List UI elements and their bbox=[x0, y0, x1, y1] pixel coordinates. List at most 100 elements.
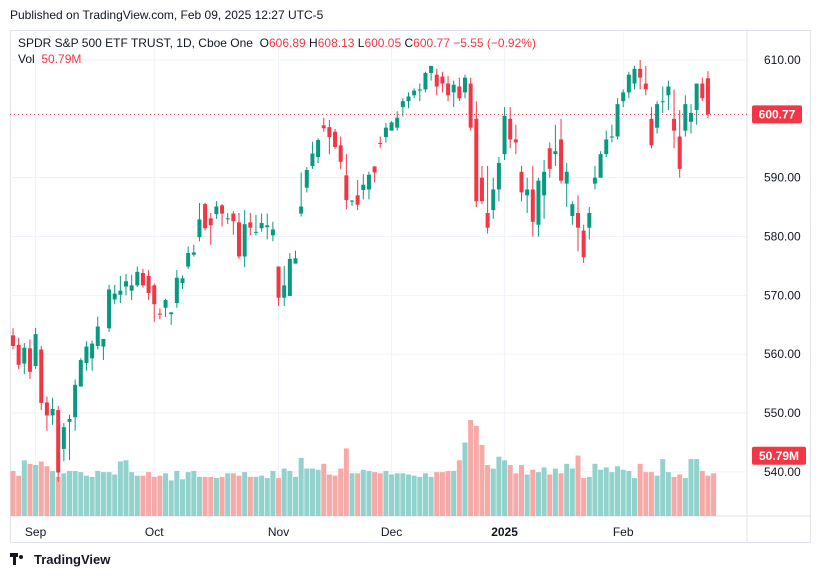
candle-body bbox=[587, 212, 592, 228]
volume-bar bbox=[67, 470, 72, 516]
volume-bar bbox=[129, 472, 135, 516]
candle-body bbox=[429, 65, 434, 73]
volume-bar bbox=[558, 473, 564, 516]
candle-body bbox=[649, 118, 654, 146]
candle-body bbox=[463, 77, 467, 93]
volume-bar bbox=[468, 419, 474, 516]
volume-bar bbox=[309, 468, 315, 516]
candle-body bbox=[44, 402, 49, 416]
legend-change: −5.55 (−0.92%) bbox=[453, 36, 536, 50]
candle-body bbox=[112, 293, 117, 300]
last-price-badge-text: 600.77 bbox=[759, 107, 796, 121]
candle-body bbox=[350, 200, 354, 202]
candle bbox=[474, 101, 479, 208]
candle-body bbox=[683, 104, 688, 131]
volume-bar bbox=[230, 473, 236, 516]
candle bbox=[231, 211, 236, 235]
volume-bar bbox=[456, 460, 462, 516]
candle-body bbox=[615, 104, 620, 137]
candle-body bbox=[61, 427, 66, 449]
volume-bar bbox=[394, 473, 400, 516]
volume-bar bbox=[146, 472, 152, 516]
volume-bar bbox=[33, 465, 39, 516]
candle bbox=[417, 83, 422, 102]
candle-body bbox=[479, 177, 484, 202]
candle-body bbox=[440, 76, 445, 84]
candle bbox=[225, 212, 230, 225]
volume-bar bbox=[485, 465, 491, 516]
candle-body bbox=[491, 189, 496, 211]
volume-bar bbox=[434, 472, 440, 516]
volume-bar bbox=[473, 425, 479, 516]
volume-bar bbox=[276, 478, 282, 516]
volume-bar bbox=[654, 475, 660, 516]
volume-bar bbox=[496, 456, 502, 516]
volume-bar bbox=[55, 476, 61, 516]
volume-bar bbox=[304, 468, 310, 516]
candle-body bbox=[214, 206, 219, 215]
volume-bar bbox=[507, 465, 513, 516]
time-axis[interactable]: Sep Oct Nov Dec 2025 Feb bbox=[25, 525, 634, 539]
candle-body bbox=[208, 218, 213, 226]
candle bbox=[683, 95, 688, 137]
volume-bar bbox=[389, 474, 395, 516]
candle-body bbox=[468, 83, 473, 128]
last-price-badge: 600.77 bbox=[752, 105, 802, 124]
candle-body bbox=[609, 136, 614, 138]
volume-bar bbox=[445, 470, 451, 516]
volume-bar bbox=[513, 473, 519, 516]
candle-body bbox=[530, 189, 535, 222]
candle bbox=[157, 308, 162, 320]
candle-body bbox=[417, 89, 422, 91]
volume-bar bbox=[185, 472, 191, 516]
candle bbox=[259, 213, 264, 232]
candle bbox=[366, 171, 371, 200]
volume-bar bbox=[247, 476, 253, 516]
volume-bar bbox=[439, 472, 445, 516]
candle-body bbox=[406, 96, 411, 102]
candle bbox=[299, 172, 304, 217]
candle-body bbox=[338, 145, 343, 162]
candle bbox=[570, 201, 575, 225]
volume-bar bbox=[462, 442, 468, 516]
volume-bar bbox=[225, 473, 231, 516]
volume-bar bbox=[50, 470, 56, 516]
volume-bar bbox=[575, 455, 581, 516]
candle-body bbox=[570, 204, 575, 216]
volume-bar bbox=[609, 472, 615, 516]
candle-body bbox=[191, 252, 196, 255]
volume-bar bbox=[38, 461, 44, 516]
candle bbox=[700, 77, 705, 102]
candle bbox=[282, 265, 287, 306]
candle bbox=[378, 136, 383, 148]
volume-bar bbox=[287, 470, 293, 516]
candle-body bbox=[22, 347, 27, 364]
candle-body bbox=[16, 344, 21, 365]
volume-bar bbox=[196, 476, 202, 516]
candle-body bbox=[333, 131, 338, 148]
candle bbox=[50, 397, 55, 425]
volume-bar bbox=[422, 473, 428, 516]
footer-brand[interactable]: TradingView bbox=[10, 552, 110, 567]
volume-bar bbox=[219, 476, 225, 516]
volume-bar bbox=[72, 470, 78, 516]
candle bbox=[174, 270, 179, 308]
candle-body bbox=[33, 334, 38, 366]
candle-body bbox=[321, 125, 326, 129]
candle bbox=[129, 274, 134, 301]
candle-body bbox=[547, 148, 552, 169]
candle-body bbox=[84, 346, 89, 364]
candle bbox=[649, 107, 654, 149]
candle-body bbox=[576, 212, 580, 228]
volume-bar bbox=[705, 475, 711, 516]
candle bbox=[655, 101, 660, 134]
volume-bar bbox=[21, 460, 27, 516]
candle bbox=[485, 165, 490, 234]
price-tick-label: 550.00 bbox=[764, 406, 801, 420]
candle-body bbox=[457, 86, 462, 99]
candle bbox=[355, 180, 360, 211]
candlestick-chart[interactable]: 610.00600.00590.00580.00570.00560.00550.… bbox=[10, 30, 811, 543]
candle bbox=[694, 83, 699, 125]
candle-body bbox=[666, 86, 671, 96]
volume-bar bbox=[671, 476, 677, 516]
